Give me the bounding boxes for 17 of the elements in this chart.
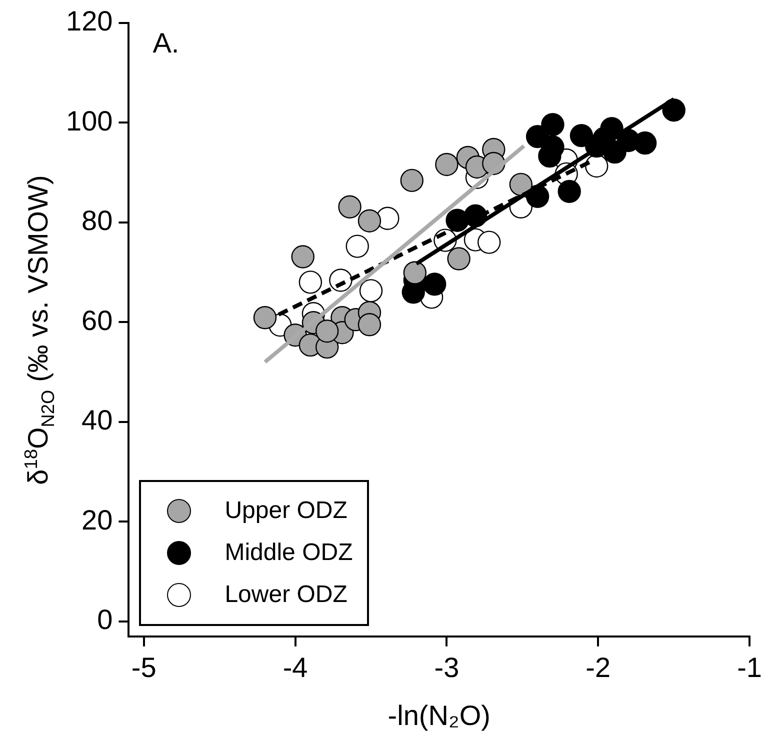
- legend-label: Lower ODZ: [224, 581, 348, 610]
- y-tick-label: 120: [66, 6, 113, 37]
- x-tick-label: -5: [131, 652, 156, 683]
- x-tick-label: -4: [282, 652, 308, 683]
- y-tick-label: 80: [82, 205, 113, 236]
- y-tick-label: 40: [82, 404, 113, 436]
- y-tick-label: 0: [97, 604, 113, 636]
- y-tick-label: 20: [82, 504, 113, 536]
- x-tick-label: -2: [586, 652, 611, 683]
- legend-label: Middle ODZ: [224, 539, 353, 568]
- y-tick-label: 60: [82, 304, 113, 336]
- x-tick-label: -3: [434, 652, 460, 683]
- annotation: A.: [152, 28, 180, 59]
- y-tick-label: 100: [66, 105, 113, 136]
- legend-label: Upper ODZ: [224, 497, 348, 526]
- x-tick-label: -1: [737, 652, 762, 683]
- x-axis-title: -ln(N₂O): [388, 700, 490, 732]
